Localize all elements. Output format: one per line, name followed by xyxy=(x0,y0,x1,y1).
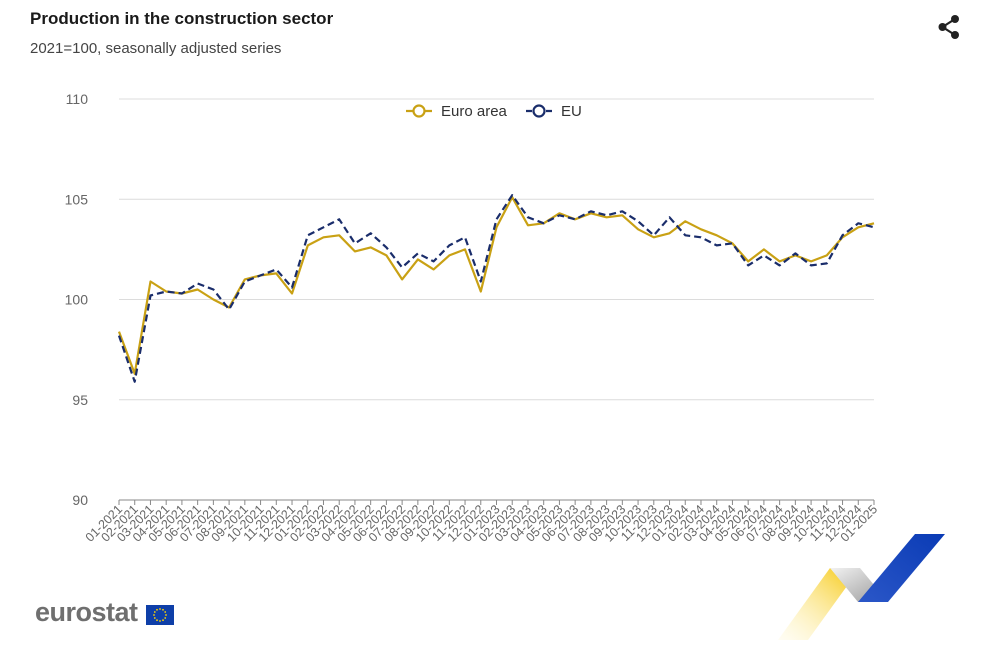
construction-line-chart: 90 95 100 105 110 01-202102-202103-202104-20… xyxy=(65,91,881,545)
chart-title: Production in the construction sector xyxy=(30,9,334,28)
share-icon[interactable] xyxy=(934,12,964,42)
chart-subtitle: 2021=100, seasonally adjusted series xyxy=(30,40,282,57)
series-line-eu[interactable] xyxy=(117,194,875,383)
chart-series xyxy=(117,194,875,383)
decorative-ribbon xyxy=(778,534,945,640)
y-tick-label: 105 xyxy=(65,191,89,207)
eurostat-logo-text: eurostat xyxy=(35,597,138,627)
y-tick-label: 110 xyxy=(66,91,89,107)
legend-label[interactable]: EU xyxy=(561,103,582,120)
x-axis: 01-202102-202103-202104-202105-202106-20… xyxy=(83,499,880,545)
eu-flag-icon xyxy=(146,605,174,625)
series-line-euro-area[interactable] xyxy=(117,196,875,375)
y-tick-label: 95 xyxy=(72,392,88,408)
y-tick-label: 90 xyxy=(72,492,88,508)
chart-legend: Euro area EU xyxy=(406,103,582,120)
legend-label[interactable]: Euro area xyxy=(441,103,508,120)
legend-marker xyxy=(412,104,426,118)
y-axis: 90 95 100 105 110 xyxy=(65,91,89,508)
chart-grid xyxy=(119,98,874,401)
legend-marker xyxy=(532,104,546,118)
y-tick-label: 100 xyxy=(65,292,89,308)
